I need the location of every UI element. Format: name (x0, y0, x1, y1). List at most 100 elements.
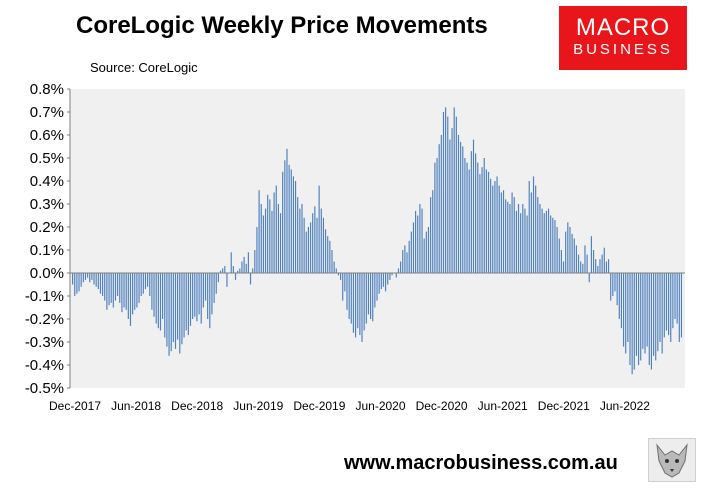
bar (560, 250, 562, 273)
bar (217, 273, 219, 283)
bar (550, 215, 552, 273)
macro-business-logo: MACRO BUSINESS (559, 6, 687, 70)
bar (256, 227, 258, 273)
bar (312, 213, 314, 273)
bar (125, 273, 127, 310)
bar (215, 273, 217, 294)
bar (652, 273, 655, 356)
bar (226, 273, 228, 287)
bar (453, 107, 455, 274)
bar (404, 245, 406, 273)
bar (104, 273, 106, 301)
bar (500, 192, 502, 273)
bar (597, 266, 599, 273)
bar (80, 273, 82, 287)
x-tick-label: Jun-2018 (111, 399, 161, 413)
bar (562, 261, 565, 273)
bar (110, 273, 112, 303)
bar (87, 273, 89, 278)
bar (535, 185, 537, 273)
bar (129, 273, 132, 326)
bar (374, 273, 376, 308)
bar (292, 176, 294, 273)
bar (466, 162, 468, 273)
bar (663, 273, 665, 338)
bar (502, 190, 505, 273)
bar (481, 167, 483, 273)
bar (460, 141, 462, 273)
x-tick-label: Jun-2019 (233, 399, 283, 413)
bar (172, 273, 174, 342)
bar (642, 273, 644, 349)
bar (494, 181, 496, 273)
bar (294, 181, 297, 273)
bar (303, 217, 305, 273)
bar (275, 185, 277, 273)
bar (367, 273, 370, 315)
bar (530, 192, 532, 273)
bar (586, 254, 588, 273)
bar (147, 273, 149, 287)
bar (132, 273, 134, 315)
bar (567, 222, 569, 273)
bar (485, 169, 487, 273)
bar (123, 273, 125, 308)
bar (305, 231, 307, 273)
bar (406, 252, 408, 273)
bar (91, 273, 93, 280)
bar (365, 273, 367, 324)
bar (483, 158, 485, 273)
bar (106, 273, 108, 310)
y-tick-label: 0.5% (30, 150, 64, 167)
bar (207, 273, 209, 319)
bar (149, 273, 151, 296)
bar (230, 252, 232, 273)
bar (541, 208, 543, 273)
bar (89, 273, 91, 283)
bar (449, 139, 451, 273)
bar (462, 146, 464, 273)
bar (565, 231, 567, 273)
bar (635, 273, 638, 356)
bar (299, 208, 301, 273)
bar (84, 273, 87, 280)
bar (121, 273, 123, 313)
bar (260, 204, 262, 273)
bar (241, 261, 243, 273)
bar (520, 213, 522, 273)
x-axis-ticks: Dec-2017 Jun-2018 Dec-2018 Jun-2019 Dec-2019… (49, 399, 650, 413)
bar (440, 135, 442, 273)
bar (620, 273, 623, 329)
x-tick-label: Dec-2020 (416, 399, 468, 413)
bar (99, 273, 102, 294)
bar (655, 273, 657, 361)
bar (528, 181, 530, 273)
bar (102, 273, 104, 296)
bar (97, 273, 99, 290)
x-tick-label: Dec-2018 (171, 399, 223, 413)
bar (412, 222, 415, 273)
bar (451, 128, 453, 273)
bar (204, 273, 207, 301)
bar (354, 273, 357, 338)
bar (202, 273, 204, 308)
bar (592, 250, 595, 273)
bar (254, 250, 256, 273)
bar (166, 273, 168, 347)
bar (247, 252, 249, 273)
bar (605, 261, 607, 273)
bar (352, 273, 355, 333)
bar (168, 273, 170, 356)
bar (629, 273, 631, 365)
bar (601, 254, 603, 273)
bar (622, 273, 625, 347)
bar (271, 210, 273, 273)
x-tick-label: Dec-2017 (49, 399, 101, 413)
bar (200, 273, 202, 324)
y-tick-label: 0.7% (30, 104, 64, 121)
y-tick-label: 0.4% (30, 173, 64, 190)
bar (153, 273, 155, 317)
bar (644, 273, 646, 354)
y-tick-label: 0.3% (30, 196, 64, 213)
bar (415, 210, 417, 273)
